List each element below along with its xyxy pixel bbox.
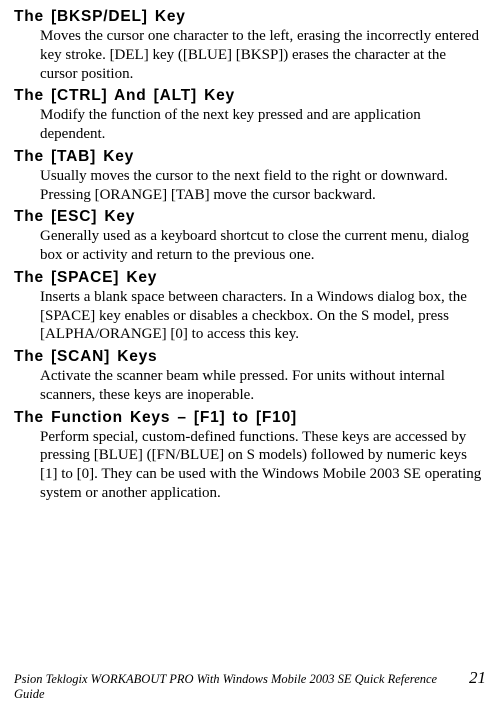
body-space: Inserts a blank space between characters…	[14, 288, 486, 344]
footer: Psion Teklogix WORKABOUT PRO With Window…	[14, 668, 486, 702]
heading-esc: The [ESC] Key	[14, 208, 486, 226]
page-number: 21	[469, 668, 486, 688]
body-esc: Generally used as a keyboard shortcut to…	[14, 227, 486, 265]
body-bksp: Moves the cursor one character to the le…	[14, 27, 486, 83]
heading-function-keys: The Function Keys – [F1] to [F10]	[14, 409, 486, 427]
footer-text: Psion Teklogix WORKABOUT PRO With Window…	[14, 672, 455, 702]
section-tab: The [TAB] Key Usually moves the cursor t…	[14, 148, 486, 205]
heading-scan: The [SCAN] Keys	[14, 348, 486, 366]
section-scan: The [SCAN] Keys Activate the scanner bea…	[14, 348, 486, 405]
body-scan: Activate the scanner beam while pressed.…	[14, 367, 486, 405]
content: The [BKSP/DEL] Key Moves the cursor one …	[14, 8, 486, 503]
body-function-keys: Perform special, custom-defined function…	[14, 428, 486, 503]
section-space: The [SPACE] Key Inserts a blank space be…	[14, 269, 486, 344]
heading-bksp: The [BKSP/DEL] Key	[14, 8, 486, 26]
section-function-keys: The Function Keys – [F1] to [F10] Perfor…	[14, 409, 486, 503]
body-ctrl-alt: Modify the function of the next key pres…	[14, 106, 486, 144]
section-esc: The [ESC] Key Generally used as a keyboa…	[14, 208, 486, 265]
heading-space: The [SPACE] Key	[14, 269, 486, 287]
heading-tab: The [TAB] Key	[14, 148, 486, 166]
section-bksp: The [BKSP/DEL] Key Moves the cursor one …	[14, 8, 486, 83]
heading-ctrl-alt: The [CTRL] And [ALT] Key	[14, 87, 486, 105]
section-ctrl-alt: The [CTRL] And [ALT] Key Modify the func…	[14, 87, 486, 144]
body-tab: Usually moves the cursor to the next fie…	[14, 167, 486, 205]
